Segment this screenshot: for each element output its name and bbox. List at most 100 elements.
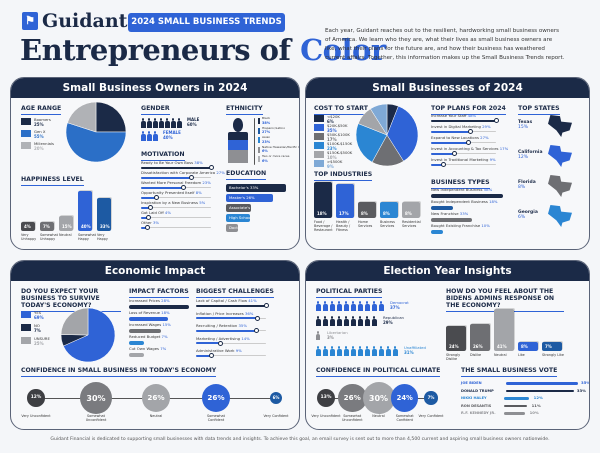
person-head bbox=[373, 346, 376, 349]
person-head bbox=[338, 301, 341, 304]
person-icon bbox=[153, 118, 158, 128]
item-value: 9% bbox=[489, 157, 496, 162]
bar-label: Increased Wages 15% bbox=[129, 322, 171, 328]
person-icon bbox=[316, 301, 321, 311]
person-icon bbox=[330, 316, 335, 326]
slider-knob bbox=[209, 353, 215, 358]
bar-value: 18% bbox=[317, 211, 327, 216]
vote-bar bbox=[506, 389, 574, 392]
person-head bbox=[359, 346, 362, 349]
person-body bbox=[365, 304, 370, 311]
person-body bbox=[379, 304, 384, 311]
person-body bbox=[393, 349, 398, 356]
ethnicity-swatch bbox=[258, 118, 260, 124]
legend-name: >$500K bbox=[327, 159, 343, 164]
section-heading: BUSINESS TYPES bbox=[431, 179, 490, 189]
survive-pie-chart bbox=[61, 308, 115, 362]
legend-value: 20% bbox=[34, 145, 44, 151]
item-value: 7% bbox=[161, 334, 168, 339]
confidence-circle: 13% bbox=[316, 388, 336, 408]
bar-label: Increased Prices 28% bbox=[129, 298, 170, 304]
slider-label: Opportunity Presented Itself 8% bbox=[141, 190, 202, 196]
slider-knob bbox=[153, 195, 159, 200]
item-label: Invest in Traditional Marketing bbox=[431, 157, 489, 162]
person-icon bbox=[372, 346, 377, 356]
guidant-logo: ⚑ Guidant bbox=[22, 10, 127, 32]
party-label: Democrat 37% bbox=[390, 300, 409, 310]
ethnicity-label: Asian 23% bbox=[262, 135, 270, 144]
bar-value: 7% bbox=[545, 344, 552, 349]
slider-track bbox=[196, 342, 266, 344]
bar-value: 8% bbox=[521, 344, 528, 349]
confidence-circle: 26% bbox=[337, 383, 367, 413]
state-label: Georgia 6% bbox=[518, 210, 538, 221]
person-icon bbox=[141, 118, 146, 128]
vote-value: 11% bbox=[531, 402, 541, 408]
party-name: Libertarian bbox=[327, 330, 348, 335]
ethnicity-figure-overlay bbox=[228, 140, 248, 150]
slider-label: Other 3% bbox=[141, 220, 160, 226]
vote-bar bbox=[504, 404, 527, 407]
vote-bar bbox=[504, 397, 529, 400]
election-panel: Election Year Insights POLITICAL PARTIES D… bbox=[305, 260, 590, 430]
vote-value: 10% bbox=[529, 410, 539, 415]
item-label: Master's bbox=[229, 195, 245, 200]
circle-label: Very Unconfident bbox=[311, 414, 341, 418]
person-head bbox=[352, 346, 355, 349]
state-shape-icon bbox=[548, 205, 572, 227]
section-heading: AGE RANGE bbox=[21, 105, 62, 115]
slider-knob bbox=[188, 175, 194, 180]
legend-label: >$500K 9% bbox=[327, 159, 343, 169]
person-body bbox=[330, 304, 335, 311]
person-icon bbox=[165, 118, 170, 128]
person-head bbox=[317, 301, 320, 304]
slider-label: Marketing / Advertising 14% bbox=[196, 336, 250, 342]
gender-name: MALE bbox=[187, 117, 200, 122]
slider-fill bbox=[196, 317, 258, 319]
confidence-circle: 30% bbox=[362, 382, 395, 414]
ethnicity-figure-overlay bbox=[228, 150, 248, 163]
item-label: Other bbox=[141, 220, 152, 225]
person-icon bbox=[337, 301, 342, 311]
bar bbox=[129, 305, 189, 309]
item-value: 18% bbox=[489, 199, 498, 204]
item-label: Bought Existing Franchise bbox=[431, 223, 481, 228]
person-head bbox=[148, 131, 151, 134]
slider-fill bbox=[196, 342, 220, 344]
slider-fill bbox=[141, 196, 156, 199]
person-icon bbox=[316, 316, 321, 326]
legend-swatch bbox=[21, 130, 31, 137]
item-value: 36% bbox=[244, 310, 254, 316]
section-heading: EDUCATION bbox=[226, 170, 267, 180]
person-head bbox=[142, 118, 145, 121]
section-heading: GENDER bbox=[141, 105, 170, 115]
bar-value: 17% bbox=[339, 211, 349, 216]
slider-label: Ready to Be Your Own Boss 38% bbox=[141, 160, 203, 166]
slider-fill bbox=[196, 354, 212, 357]
person-head bbox=[142, 131, 145, 134]
bar-label: Food / Beverage / Restaurant bbox=[314, 220, 333, 233]
legend-label: Gen X 55% bbox=[34, 129, 46, 139]
bar-value: 15% bbox=[62, 224, 72, 229]
pie-slice bbox=[66, 122, 126, 162]
slider-fill bbox=[141, 206, 151, 209]
legend-name: Gen X bbox=[34, 129, 46, 134]
person-icon bbox=[316, 346, 321, 356]
person-icon bbox=[147, 118, 152, 128]
item-value: 3% bbox=[153, 220, 160, 225]
item-value: 33% bbox=[459, 211, 469, 216]
slider-label: Administrative Work 9% bbox=[196, 348, 242, 354]
vote-bar bbox=[506, 382, 578, 385]
item-label: Increased Prices bbox=[129, 298, 160, 303]
person-icon bbox=[323, 316, 328, 326]
panel-title: Election Year Insights bbox=[306, 261, 589, 281]
slider-knob bbox=[452, 151, 458, 156]
item-label: Opportunity Presented Itself bbox=[141, 190, 195, 195]
legend-value: 69% bbox=[34, 314, 44, 320]
bar: 7% bbox=[542, 342, 562, 351]
ethnicity-label: Native Hawaiian/Pacific Islander6% bbox=[262, 145, 299, 154]
bar: Master's 26% bbox=[226, 194, 274, 202]
bar-label: New Independent Business 58% bbox=[431, 187, 492, 193]
item-value: 10% bbox=[481, 223, 490, 228]
item-value: 29% bbox=[482, 124, 491, 129]
